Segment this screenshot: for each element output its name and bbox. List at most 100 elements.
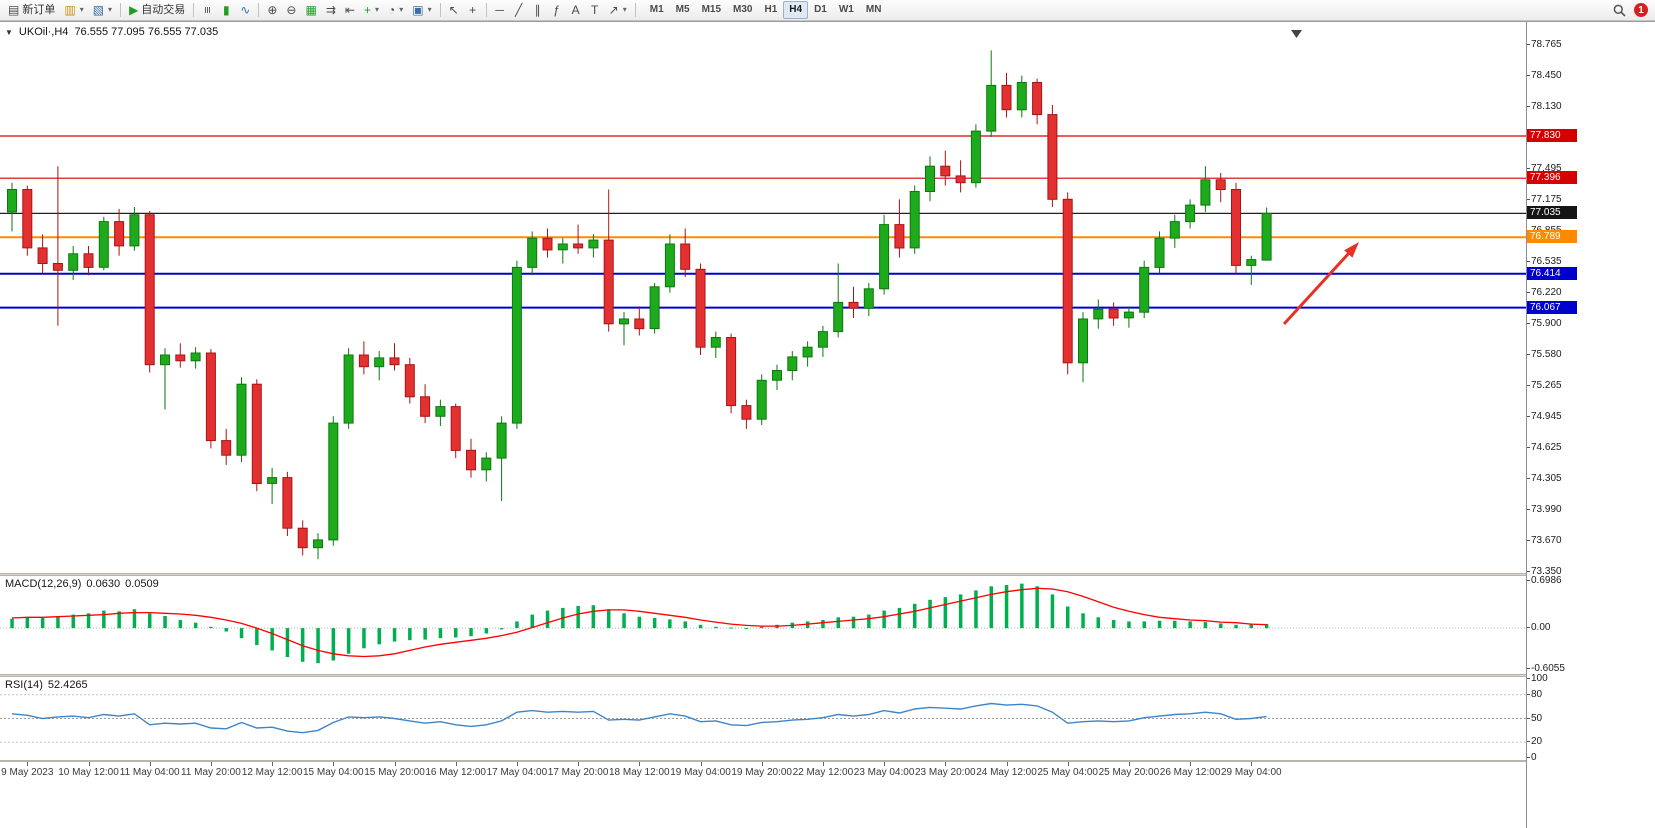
new-chart-icon: ▥ xyxy=(64,3,76,17)
time-axis[interactable]: 9 May 2023 10 May 12:00 11 May 04:00 11 May… xyxy=(0,762,1526,782)
time-tick xyxy=(333,762,335,766)
chart-ohlc-readout: 76.555 77.095 76.555 77.035 xyxy=(74,26,219,38)
crosshair-icon: + xyxy=(469,3,477,17)
time-tick xyxy=(1128,762,1130,766)
time-label: 12 May 12:00 xyxy=(241,767,303,778)
bar-chart-icon: ≡ xyxy=(200,6,215,14)
chart-shift-button[interactable]: ⇤ xyxy=(341,1,359,19)
search-button[interactable] xyxy=(1609,1,1630,19)
auto-scroll-icon: ⇉ xyxy=(325,3,336,17)
rsi-scale-tick: 100 xyxy=(1527,673,1548,684)
zoom-in-button[interactable]: ⊕ xyxy=(263,1,281,19)
macd-panel[interactable]: MACD(12,26,9) 0.0630 0.0509 xyxy=(0,576,1526,674)
collapse-triangle-icon[interactable]: ▼ xyxy=(5,27,13,37)
chart-bars-button[interactable]: ≡ xyxy=(198,1,216,19)
time-label: 15 May 20:00 xyxy=(364,767,425,778)
timeframe-M30[interactable]: M30 xyxy=(727,1,758,19)
new-order-button[interactable]: ▤ 新订单 xyxy=(4,1,59,19)
price-scale[interactable]: 78.76578.45078.13077.49577.17576.85576.5… xyxy=(1526,22,1655,828)
toolbar: ▤ 新订单 ▥ ▾ ▧ ▾ ▶ 自动交易 ≡ ▮ ∿ ⊕ ⊖ ▦ ⇉ ⇤ + ▾ xyxy=(0,0,1655,21)
label-icon: T xyxy=(591,3,599,17)
periods-button[interactable]: ◔ ▾ xyxy=(384,1,407,19)
indicators-button[interactable]: + ▾ xyxy=(360,1,383,19)
time-label: 9 May 2023 xyxy=(1,767,54,778)
macd-signal-value: 0.0509 xyxy=(125,578,159,590)
trendline-tool-button[interactable]: ╱ xyxy=(510,1,528,19)
time-tick xyxy=(700,762,702,766)
timeframe-M5[interactable]: M5 xyxy=(670,1,696,19)
tile-windows-button[interactable]: ▦ xyxy=(301,1,320,19)
price-tick: 74.945 xyxy=(1527,410,1562,422)
timeframe-H4[interactable]: H4 xyxy=(783,1,809,19)
time-label: 26 May 12:00 xyxy=(1159,767,1221,778)
channel-tool-button[interactable]: ∥ xyxy=(529,1,547,19)
chart-title: ▼ UKOil·,H4 76.555 77.095 76.555 77.035 xyxy=(5,26,218,38)
timeframe-M1[interactable]: M1 xyxy=(644,1,670,19)
time-label: 25 May 20:00 xyxy=(1098,767,1160,778)
main-chart-panel[interactable]: ▼ UKOil·,H4 76.555 77.095 76.555 77.035 xyxy=(0,22,1526,573)
panel-splitter[interactable] xyxy=(0,760,1655,762)
price-chart-canvas[interactable] xyxy=(0,22,1526,573)
cursor-button[interactable]: ↖ xyxy=(445,1,463,19)
label-tool-button[interactable]: T xyxy=(586,1,604,19)
time-tick xyxy=(822,762,824,766)
price-badge: 76.789 xyxy=(1527,230,1577,244)
time-label: 17 May 20:00 xyxy=(547,767,609,778)
chevron-down-icon: ▾ xyxy=(374,5,379,14)
arrows-tool-button[interactable]: ↗ ▾ xyxy=(605,1,631,19)
zoom-out-button[interactable]: ⊖ xyxy=(282,1,300,19)
new-chart-button[interactable]: ▥ ▾ xyxy=(60,1,87,19)
chart-symbol-period: UKOil·,H4 xyxy=(18,26,69,38)
fibonacci-icon: ƒ xyxy=(553,3,561,17)
time-tick xyxy=(1067,762,1069,766)
price-tick: 73.350 xyxy=(1527,566,1562,577)
arrows-icon: ↗ xyxy=(608,3,619,17)
time-tick xyxy=(210,762,212,766)
text-icon: A xyxy=(571,3,580,17)
timeframe-W1[interactable]: W1 xyxy=(833,1,860,19)
auto-trading-button[interactable]: ▶ 自动交易 xyxy=(125,1,189,19)
toolbar-separator xyxy=(439,3,441,17)
time-tick xyxy=(88,762,90,766)
hline-tool-button[interactable]: ─ xyxy=(491,1,509,19)
rsi-panel[interactable]: RSI(14) 52.4265 xyxy=(0,677,1526,760)
timeframe-D1[interactable]: D1 xyxy=(808,1,833,19)
fibonacci-tool-button[interactable]: ƒ xyxy=(548,1,566,19)
notification-badge[interactable]: 1 xyxy=(1634,3,1648,17)
time-label: 24 May 12:00 xyxy=(976,767,1037,778)
time-label: 17 May 04:00 xyxy=(486,767,548,778)
time-tick xyxy=(27,762,29,766)
timeframe-MN[interactable]: MN xyxy=(860,1,888,19)
price-tick: 74.625 xyxy=(1527,441,1562,453)
text-tool-button[interactable]: A xyxy=(567,1,585,19)
crosshair-button[interactable]: + xyxy=(464,1,482,19)
profiles-button[interactable]: ▧ ▾ xyxy=(89,1,116,19)
trendline-icon: ╱ xyxy=(515,3,523,17)
time-label: 11 May 04:00 xyxy=(119,767,180,778)
rsi-canvas[interactable] xyxy=(0,677,1526,760)
chevron-down-icon: ▾ xyxy=(622,5,627,14)
rsi-name: RSI(14) xyxy=(5,679,43,691)
chevron-down-icon: ▾ xyxy=(399,5,404,14)
timeframe-H1[interactable]: H1 xyxy=(758,1,783,19)
chart-line-button[interactable]: ∿ xyxy=(236,1,254,19)
auto-scroll-button[interactable]: ⇉ xyxy=(322,1,340,19)
panel-splitter[interactable] xyxy=(0,573,1655,576)
rsi-scale-tick: 50 xyxy=(1526,712,1543,724)
panel-splitter[interactable] xyxy=(0,674,1655,677)
chevron-down-icon: ▾ xyxy=(79,5,84,14)
chart-candles-button[interactable]: ▮ xyxy=(217,1,235,19)
timeframe-M15[interactable]: M15 xyxy=(696,1,727,19)
time-label: 18 May 12:00 xyxy=(608,767,670,778)
tile-windows-icon: ▦ xyxy=(305,3,317,17)
channel-icon: ∥ xyxy=(534,3,541,17)
zoom-in-icon: ⊕ xyxy=(267,3,278,17)
time-tick xyxy=(516,762,518,766)
macd-name: MACD(12,26,9) xyxy=(5,578,82,590)
toolbar-separator xyxy=(120,3,122,17)
templates-button[interactable]: ▣ ▾ xyxy=(408,1,435,19)
macd-canvas[interactable] xyxy=(0,576,1526,674)
price-badge: 76.414 xyxy=(1527,266,1577,280)
time-label: 10 May 12:00 xyxy=(58,767,119,778)
auto-trading-label: 自动交易 xyxy=(141,3,186,16)
